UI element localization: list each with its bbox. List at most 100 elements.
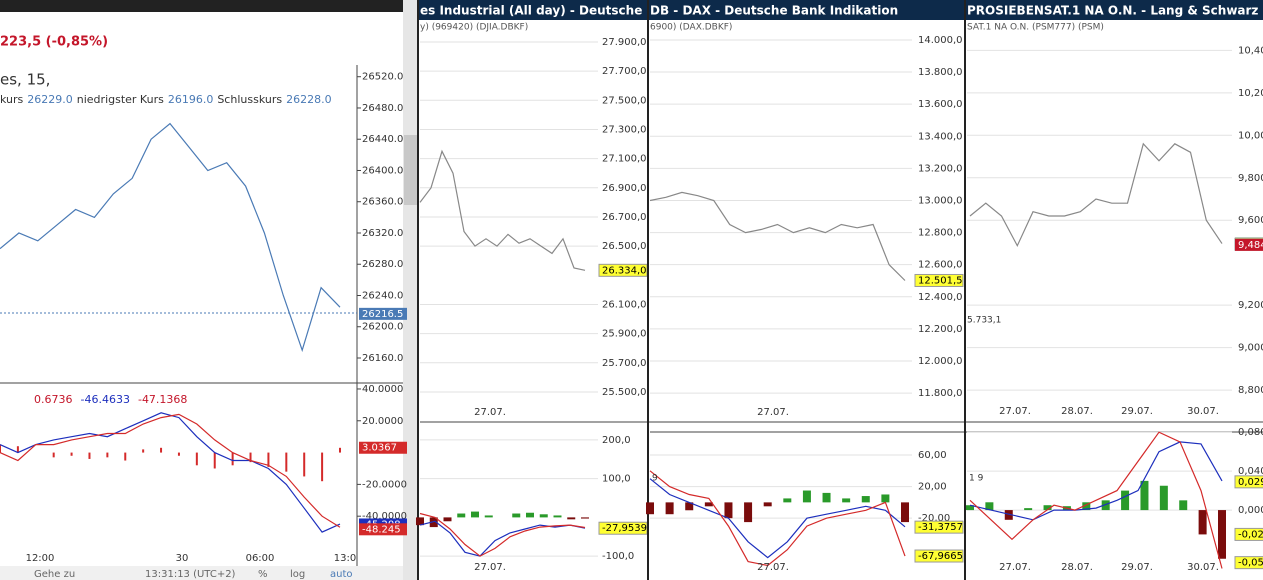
histogram-bar	[744, 502, 753, 523]
x-tick-label: 27.07.	[474, 562, 506, 573]
y-tick-label: 100,0	[602, 474, 631, 485]
y-tick-label: 12.600,0	[918, 260, 963, 271]
last-value-label: 12.501,5	[918, 275, 963, 286]
last-value-box	[914, 273, 964, 287]
price-line	[419, 149, 586, 271]
title-bar	[648, 0, 967, 20]
histogram-bar	[783, 498, 792, 503]
last-value-label: 9,484	[1238, 240, 1263, 251]
info-text: 26228.0	[286, 93, 332, 106]
histogram-bar	[213, 452, 216, 469]
y-tick-label: 25.700,0	[602, 358, 647, 369]
info-text: Schlusskurs	[217, 93, 282, 106]
y-tick-label: 26240.0	[362, 290, 403, 301]
y-tick-label: 12.800,0	[918, 228, 963, 239]
panel-subtitle: y) (969420) (DJIA.DBKF)	[420, 23, 528, 33]
signal-line	[969, 431, 1223, 569]
y-tick-label: 9,200	[1238, 300, 1263, 311]
histogram-bar	[70, 452, 73, 456]
panel-title: PROSIEBENSAT.1 NA O.N. - Lang & Schwarz	[967, 4, 1258, 18]
y-tick-label: 20,00	[918, 482, 947, 493]
histogram-bar	[52, 452, 55, 458]
histogram-bar	[1140, 480, 1149, 511]
histogram-bar	[0, 444, 1, 453]
last-value-label: -48.245	[362, 524, 401, 535]
footer-item[interactable]: log	[290, 569, 305, 580]
x-tick-label: 30.07.	[1187, 406, 1219, 417]
scroll-thumb[interactable]	[404, 135, 417, 205]
histogram-bar	[567, 517, 576, 520]
histogram-bar	[443, 517, 452, 522]
last-value-box	[1234, 475, 1263, 489]
histogram-bar	[231, 452, 234, 466]
y-tick-label: 27.500,0	[602, 95, 647, 106]
histogram-bar	[1198, 510, 1207, 535]
x-tick-label: 13:0	[334, 553, 356, 564]
last-value-label: -0,054	[1238, 558, 1263, 569]
histogram-bar	[704, 502, 713, 507]
y-tick-label: 10,200	[1238, 88, 1263, 99]
y-tick-label: 26480.0	[362, 103, 403, 114]
x-tick-label: 06:00	[246, 553, 275, 564]
histogram-bar	[646, 502, 654, 515]
histogram-bar	[966, 505, 974, 511]
y-tick-label: 10,400	[1238, 45, 1263, 56]
macd-legend: -46.4633	[81, 393, 130, 406]
y-tick-label: 26.700,0	[602, 212, 647, 223]
y-tick-label: 26200.0	[362, 322, 403, 333]
x-tick-label: 27.07.	[999, 562, 1031, 573]
y-tick-label: 9,800	[1238, 173, 1263, 184]
footer-item[interactable]: auto	[330, 569, 353, 580]
y-tick-label: -40.0000	[362, 511, 407, 522]
histogram-bar	[539, 514, 548, 518]
histogram-bar	[1159, 485, 1168, 511]
histogram-bar	[1218, 510, 1226, 559]
price-line	[649, 191, 906, 281]
y-tick-label: 9,000	[1238, 343, 1263, 354]
y-tick-label: 27.900,0	[602, 37, 647, 48]
y-tick-label: -100,0	[602, 551, 634, 562]
last-value-label: 26.334,0	[602, 265, 647, 276]
y-tick-label: 0,040	[1238, 466, 1263, 477]
y-tick-label: 26440.0	[362, 134, 403, 145]
y-tick-label: 13.200,0	[918, 163, 963, 174]
price-line	[969, 142, 1223, 248]
x-tick-label: 30	[176, 553, 189, 564]
last-value-box	[359, 307, 407, 320]
volume-label: 5.733,1	[967, 316, 1001, 326]
x-tick-label: 28.07.	[1061, 562, 1093, 573]
histogram-bar	[802, 490, 811, 503]
y-tick-label: 200,0	[602, 435, 631, 446]
x-tick-label: 12:00	[26, 553, 55, 564]
footer-item: 13:31:13 (UTC+2)	[145, 569, 236, 580]
histogram-bar	[142, 449, 145, 453]
y-tick-label: 26.900,0	[602, 183, 647, 194]
y-tick-label: 12.000,0	[918, 356, 963, 367]
info-text: 26229.0	[27, 93, 73, 106]
macd-line	[0, 412, 341, 533]
x-tick-label: 27.07.	[757, 407, 789, 418]
histogram-bar	[881, 494, 890, 503]
interval: es, 15,	[0, 71, 50, 89]
panel-title: DB - DAX - Deutsche Bank Indikation	[650, 4, 898, 18]
macd-note: 9	[652, 474, 658, 484]
footer-item[interactable]: Gehe zu	[34, 569, 75, 580]
last-value-box	[1234, 527, 1263, 541]
histogram-bar	[1043, 505, 1052, 511]
histogram-bar	[1179, 500, 1188, 511]
histogram-bar	[985, 502, 994, 511]
histogram-bar	[124, 452, 127, 461]
scrollbar[interactable]	[403, 0, 418, 580]
panel-subtitle: 6900) (DAX.DBKF)	[650, 23, 732, 33]
y-tick-label: 26320.0	[362, 228, 403, 239]
histogram-bar	[303, 452, 306, 477]
histogram-bar	[484, 515, 493, 518]
last-value-label: -31,3757	[918, 522, 963, 533]
footer-item[interactable]: %	[258, 569, 268, 580]
y-tick-label: 26400.0	[362, 165, 403, 176]
title-bar	[965, 0, 1263, 20]
histogram-bar	[16, 446, 19, 453]
last-value-box	[359, 441, 407, 454]
